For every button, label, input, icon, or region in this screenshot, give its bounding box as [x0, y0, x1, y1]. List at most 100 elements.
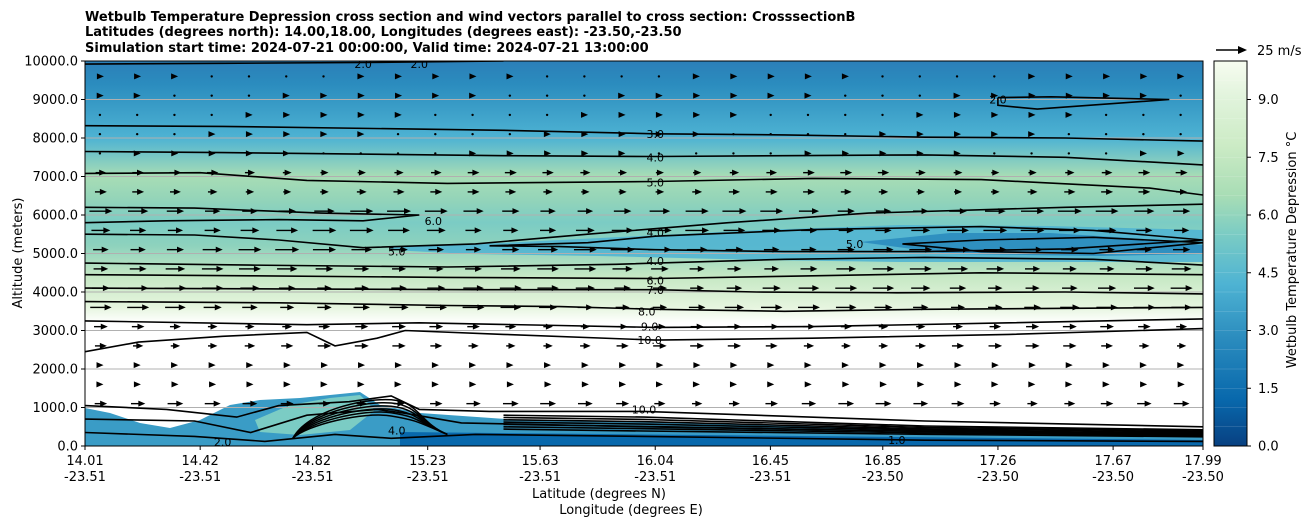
contour-line-5 — [85, 203, 1203, 249]
wind-vector-head — [142, 304, 150, 311]
wind-vector-head — [655, 131, 663, 138]
contour-label: 5.0 — [646, 176, 664, 189]
y-tick-label: 8000.0 — [33, 132, 79, 147]
wind-vector-head — [1073, 227, 1081, 234]
wind-vector-head — [431, 362, 439, 369]
wind-vector-head — [99, 188, 107, 195]
wind-vector-head — [288, 208, 296, 215]
wind-vector-head — [589, 246, 597, 253]
wind-vector-head — [918, 323, 926, 330]
wind-vector-head — [543, 131, 551, 138]
wind-vector — [322, 75, 325, 78]
wind-vector-head — [357, 73, 365, 80]
wind-vector-head — [618, 92, 626, 99]
wind-vector — [285, 75, 288, 78]
wind-vector-head — [812, 285, 820, 292]
wind-vector-head — [476, 208, 484, 215]
wind-vector-head — [327, 208, 335, 215]
wind-vector-head — [1143, 188, 1151, 195]
wind-vector-head — [545, 188, 553, 195]
wind-vector — [434, 152, 437, 155]
wind-vector-head — [133, 362, 141, 369]
quiver-key: 25 m/s — [1216, 44, 1302, 59]
wind-vector-head — [995, 304, 1003, 311]
contour-label: 2.0 — [989, 94, 1007, 107]
wind-vector-head — [469, 150, 477, 157]
wind-vector-head — [176, 227, 184, 234]
contour-label: 6.0 — [425, 215, 443, 228]
wind-vector — [434, 113, 437, 117]
wind-vector-head — [807, 342, 815, 349]
wind-vector-head — [916, 150, 924, 157]
contour-line-surface-hill — [292, 405, 448, 439]
contour-line-3 — [85, 124, 1203, 142]
wind-vector-head — [655, 111, 663, 118]
wind-vector-head — [174, 169, 182, 176]
wind-vector-head — [1028, 92, 1036, 99]
wind-vector-head — [544, 362, 552, 369]
wind-vector-head — [1030, 400, 1038, 407]
wind-vector-head — [917, 188, 925, 195]
wind-vector-head — [401, 304, 409, 311]
wind-vector-head — [399, 285, 407, 292]
wind-vector-head — [882, 169, 890, 176]
wind-vector-head — [881, 188, 889, 195]
wind-vector-head — [366, 208, 374, 215]
wind-vector-head — [961, 227, 969, 234]
x-tick-label-lon: -23.50 — [977, 470, 1019, 485]
wind-vector-head — [693, 92, 701, 99]
wind-vector-head — [1068, 400, 1076, 407]
wind-vector-head — [692, 131, 700, 138]
wind-vector-head — [767, 92, 775, 99]
wind-vector-head — [1028, 362, 1036, 369]
title-line-3: Simulation start time: 2024-07-21 00:00:… — [85, 41, 649, 56]
wind-vector-head — [438, 285, 446, 292]
wind-vector-head — [1147, 285, 1155, 292]
wind-vector-head — [1177, 362, 1185, 369]
wind-vector — [620, 75, 623, 78]
colorbar-tick-label: 4.5 — [1258, 266, 1279, 281]
x-axis-label-2: Longitude (degrees E) — [559, 503, 703, 518]
title-line-2: Latitudes (degrees north): 14.00,18.00, … — [85, 25, 682, 40]
wind-vector-head — [660, 285, 668, 292]
wind-vector — [769, 113, 772, 117]
wind-vector-head — [171, 73, 179, 80]
contour-label: 4.0 — [646, 226, 664, 239]
wind-vector-head — [323, 323, 331, 330]
y-tick-label: 6000.0 — [33, 209, 79, 224]
wind-vector-head — [477, 304, 485, 311]
wind-vector-head — [254, 246, 262, 253]
wind-vector-head — [955, 169, 963, 176]
wind-vector-head — [1106, 188, 1114, 195]
wind-vector-head — [282, 92, 290, 99]
wind-vector-head — [473, 400, 481, 407]
wind-vector-head — [1065, 111, 1073, 118]
wind-vector-head — [476, 285, 484, 292]
wind-vector-head — [923, 285, 931, 292]
wind-vector — [508, 113, 512, 117]
wind-vector-head — [247, 323, 255, 330]
wind-vector-head — [959, 208, 967, 215]
wind-vector-head — [847, 400, 855, 407]
wind-vector-head — [551, 265, 559, 272]
wind-vector-head — [733, 188, 741, 195]
wind-vector-head — [245, 150, 253, 157]
wind-vector-head — [664, 227, 672, 234]
wind-vector-head — [1032, 342, 1040, 349]
contour-label: 2.0 — [214, 436, 232, 449]
wind-vector-head — [357, 111, 365, 118]
wind-vector-head — [918, 169, 926, 176]
wind-vector-head — [618, 131, 626, 138]
wind-vector-head — [879, 131, 887, 138]
wind-vector-head — [213, 208, 221, 215]
wind-vector-head — [512, 246, 520, 253]
x-axis-label: Latitude (degrees N) — [532, 487, 666, 502]
wind-vector-head — [697, 342, 705, 349]
wind-vector-head — [916, 131, 924, 138]
wind-vector — [844, 94, 847, 97]
wind-vector-head — [957, 400, 965, 407]
contour-label: 10.0 — [637, 334, 662, 347]
wind-vector-head — [1033, 304, 1041, 311]
wind-vector-head — [1035, 246, 1043, 253]
wind-vector — [1179, 94, 1182, 97]
